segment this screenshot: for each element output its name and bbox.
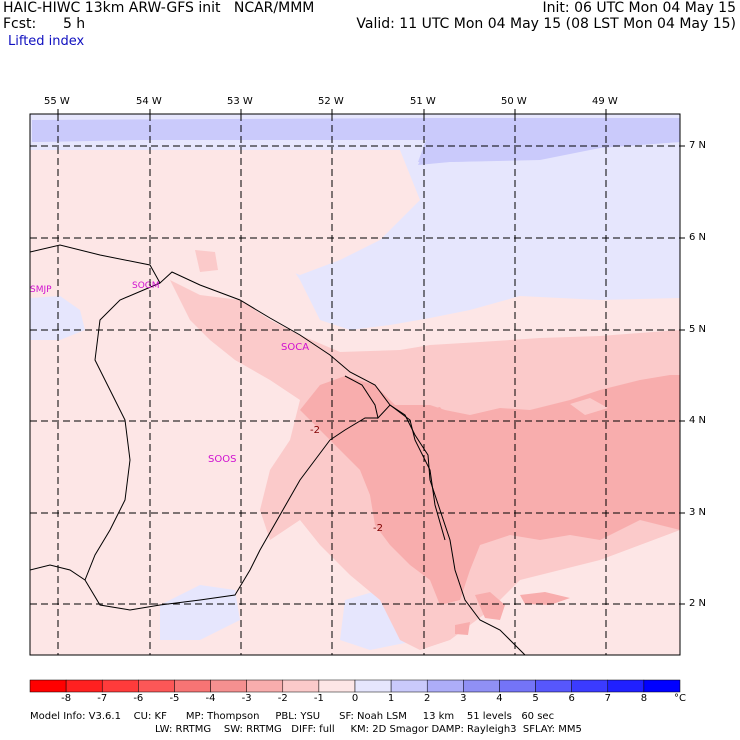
colorbar-tick-label: 5: [532, 693, 539, 704]
model-info-line1: Model Info: V3.6.1 CU: KF MP: Thompson P…: [30, 711, 555, 722]
colorbar-swatch: [210, 679, 247, 693]
lat-label: 7 N: [689, 140, 707, 151]
colorbar-swatch: [571, 679, 609, 693]
lon-label: 49 W: [592, 96, 618, 107]
lon-label: 55 W: [44, 96, 70, 107]
colorbar-tick-label: 4: [496, 693, 503, 704]
colorbar-swatch: [463, 679, 500, 693]
colorbar-swatch: [174, 679, 211, 693]
colorbar-unit: °C: [674, 693, 686, 704]
colorbar-tick-label: -3: [241, 693, 252, 704]
colorbar-swatch: [65, 679, 103, 693]
colorbar: [29, 679, 681, 693]
station-soca: SOCA: [281, 342, 309, 353]
colorbar-swatch: [354, 679, 392, 693]
colorbar-tick-label: -6: [133, 693, 144, 704]
colorbar-tick-label: 8: [640, 693, 648, 704]
colorbar-swatch: [390, 679, 428, 693]
colorbar-swatch: [607, 679, 645, 693]
latlon-grid: [30, 114, 680, 655]
lon-label: 54 W: [136, 96, 162, 107]
lat-label: 6 N: [689, 232, 707, 243]
station-smjp: SMJP: [30, 285, 52, 295]
colorbar-swatch: [246, 679, 284, 693]
colorbar-tick-label: -8: [61, 693, 72, 704]
colorbar-swatch: [426, 679, 464, 693]
forecast-hour: Fcst: 5 h: [3, 16, 86, 32]
colorbar-tick-label: -7: [97, 693, 108, 704]
coastline: [30, 244, 526, 655]
colorbar-tick-label: 7: [604, 693, 611, 704]
init-time: Init: 06 UTC Mon 04 May 15: [542, 0, 736, 16]
colorbar-swatch: [318, 679, 356, 693]
coastlines-borders: [30, 244, 526, 655]
lifted-index-field: [30, 114, 680, 655]
colorbar-swatch: [29, 679, 67, 693]
colorbar-tick-label: -1: [313, 693, 324, 704]
colorbar-swatch: [499, 679, 536, 693]
station-sogm: SOGM: [132, 281, 160, 291]
border-west: [30, 282, 161, 581]
frame-ticks: [57, 109, 685, 605]
colorbar-tick-label: 3: [460, 693, 467, 704]
colorbar-tick-label: 6: [568, 693, 575, 704]
border-south: [84, 439, 331, 611]
station-soos: SOOS: [208, 454, 236, 465]
border-suriname-guyane: [344, 375, 446, 541]
lat-label: 3 N: [689, 507, 707, 518]
lon-label: 51 W: [410, 96, 436, 107]
colorbar-tick-label: 1: [387, 693, 395, 704]
lat-label: 4 N: [689, 415, 707, 426]
plot-title-left: HAIC-HIWC 13km ARW-GFS init NCAR/MMM: [3, 0, 315, 16]
map-frame: [29, 113, 681, 656]
variable-name: Lifted index: [8, 34, 85, 49]
colorbar-tick-label: -2: [277, 693, 288, 704]
colorbar-swatch: [535, 679, 572, 693]
lon-label: 53 W: [227, 96, 253, 107]
colorbar-tick-label: 2: [424, 693, 431, 704]
colorbar-swatch: [643, 679, 681, 693]
lon-label: 50 W: [501, 96, 527, 107]
model-info-line2: LW: RRTMG SW: RRTMG DIFF: full KM: 2D Sm…: [155, 724, 582, 735]
colorbar-swatch: [138, 679, 175, 693]
lat-label: 5 N: [689, 324, 707, 335]
contour-label: -2: [310, 425, 320, 436]
lon-label: 52 W: [318, 96, 344, 107]
border-suriname-brazil: [329, 417, 378, 441]
contour-label: -2: [373, 523, 383, 534]
valid-time: Valid: 11 UTC Mon 04 May 15 (08 LST Mon …: [356, 16, 736, 32]
colorbar-tick-label: -4: [205, 693, 216, 704]
colorbar-swatch: [101, 679, 139, 693]
colorbar-tick-label: 0: [351, 693, 359, 704]
shade-deep-pink: [300, 375, 680, 605]
colorbar-tick-label: -5: [169, 693, 180, 704]
colorbar-swatch: [282, 679, 320, 693]
lat-label: 2 N: [689, 598, 707, 609]
